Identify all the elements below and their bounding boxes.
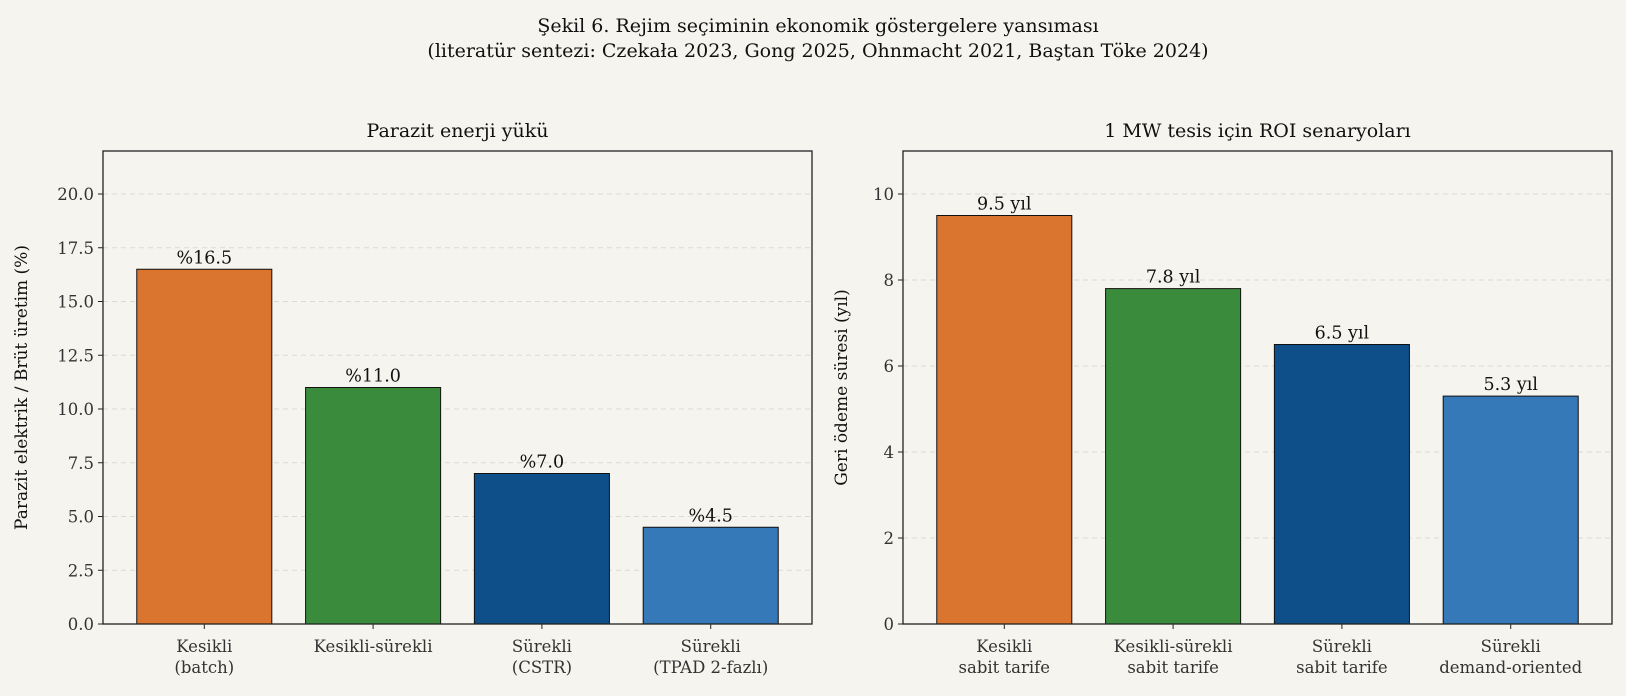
x-tick-label: demand-oriented bbox=[1439, 658, 1582, 677]
y-tick-label: 12.5 bbox=[57, 346, 94, 365]
chart-title: 1 MW tesis için ROI senaryoları bbox=[1104, 120, 1411, 142]
figure-title-line1: Şekil 6. Rejim seçiminin ekonomik göster… bbox=[537, 15, 1098, 37]
y-tick-label: 10.0 bbox=[57, 400, 94, 419]
y-axis-label: Parazit elektrik / Brüt üretim (%) bbox=[12, 245, 32, 530]
y-tick-label: 2.5 bbox=[68, 561, 94, 580]
y-tick-label: 20.0 bbox=[57, 185, 94, 204]
x-tick-label: Kesikli-sürekli bbox=[314, 637, 433, 656]
data-label: 6.5 yıl bbox=[1315, 324, 1370, 344]
x-tick-label: (CSTR) bbox=[512, 658, 572, 677]
y-tick-label: 4 bbox=[884, 443, 895, 462]
y-tick-label: 7.5 bbox=[68, 454, 94, 473]
data-label: %4.5 bbox=[688, 506, 732, 526]
bar bbox=[642, 526, 779, 625]
axes-frame bbox=[902, 150, 1613, 625]
y-tick-label: 17.5 bbox=[57, 239, 94, 258]
x-tick-label: Kesikli bbox=[976, 637, 1032, 656]
y-tick-label: 2 bbox=[884, 529, 895, 548]
y-tick-label: 0 bbox=[884, 615, 895, 634]
bar bbox=[1442, 395, 1579, 625]
y-tick-label: 0.0 bbox=[68, 615, 94, 634]
x-tick-label: (batch) bbox=[174, 658, 234, 677]
data-label: 5.3 yıl bbox=[1483, 375, 1538, 395]
x-tick-label: Kesikli bbox=[176, 637, 232, 656]
y-tick-label: 5.0 bbox=[68, 508, 94, 527]
x-tick-label: Sürekli bbox=[681, 637, 741, 656]
y-tick-label: 10 bbox=[873, 185, 894, 204]
bar bbox=[305, 387, 442, 625]
data-label: %7.0 bbox=[520, 453, 564, 473]
x-tick-label: Sürekli bbox=[512, 637, 572, 656]
figure-title-line2: (literatür sentezi: Czekała 2023, Gong 2… bbox=[427, 40, 1208, 62]
bar bbox=[936, 215, 1073, 625]
x-tick-label: Sürekli bbox=[1312, 637, 1372, 656]
y-tick-label: 8 bbox=[884, 271, 895, 290]
y-axis-label: Geri ödeme süresi (yıl) bbox=[832, 289, 852, 486]
x-tick-label: sabit tarife bbox=[1127, 658, 1219, 677]
chart-title: Parazit enerji yükü bbox=[367, 120, 549, 142]
data-label: %16.5 bbox=[176, 248, 232, 268]
axes-frame bbox=[102, 150, 813, 625]
bar bbox=[136, 268, 273, 625]
x-tick-label: Sürekli bbox=[1481, 637, 1541, 656]
chart-1: Parazit enerji yükü 0.0 2.5 5.0 7.5 10.0 12.5 1… bbox=[12, 120, 813, 677]
x-tick-label: Kesikli-sürekli bbox=[1114, 637, 1233, 656]
data-label: %11.0 bbox=[345, 367, 401, 387]
bar bbox=[1273, 344, 1410, 625]
data-label: 9.5 yıl bbox=[977, 195, 1032, 215]
x-tick-label: sabit tarife bbox=[1296, 658, 1388, 677]
data-label: 7.8 yıl bbox=[1146, 268, 1201, 288]
chart-2: 1 MW tesis için ROI senaryoları 0 2 4 6 8 10 9.… bbox=[832, 120, 1613, 677]
bar bbox=[1105, 288, 1242, 625]
bar bbox=[473, 473, 610, 625]
y-tick-label: 6 bbox=[884, 357, 895, 376]
y-tick-label: 15.0 bbox=[57, 293, 94, 312]
x-tick-label: sabit tarife bbox=[959, 658, 1051, 677]
x-tick-label: (TPAD 2-fazlı) bbox=[653, 658, 768, 677]
